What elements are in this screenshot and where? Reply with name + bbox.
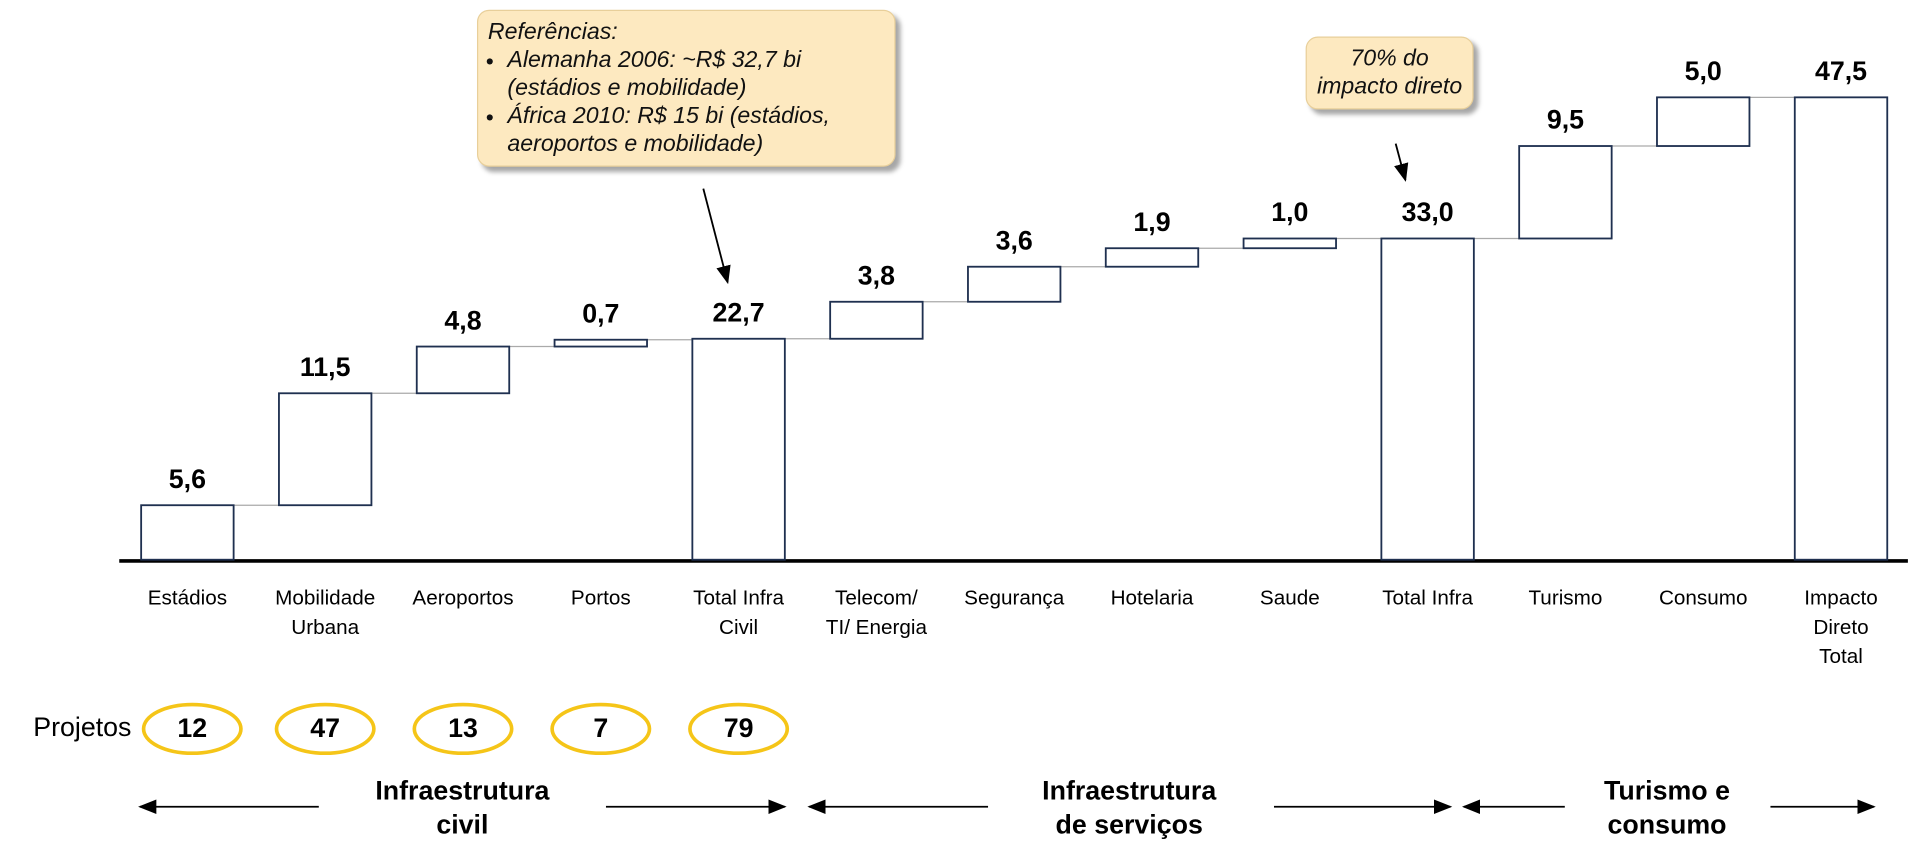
x-tick-label: Telecom/ TI/ Energia bbox=[825, 586, 927, 639]
value-label: 11,5 bbox=[300, 352, 351, 382]
project-count: 47 bbox=[310, 713, 340, 743]
projects-label: Projetos bbox=[33, 712, 131, 742]
reference-list: Alemanha 2006: ~R$ 32,7 bi (estádios e m… bbox=[488, 46, 885, 158]
bar bbox=[1380, 237, 1475, 561]
project-count: 12 bbox=[177, 713, 207, 743]
callout-arrow bbox=[1394, 143, 1409, 182]
x-tick-label: Portos bbox=[570, 586, 631, 610]
bar bbox=[415, 345, 511, 395]
value-label: 1,0 bbox=[1271, 197, 1308, 227]
value-label: 5,6 bbox=[169, 464, 206, 494]
bar bbox=[1793, 96, 1889, 561]
reference-item: Alemanha 2006: ~R$ 32,7 bi (estádios e m… bbox=[507, 46, 884, 102]
project-count: 13 bbox=[448, 713, 478, 743]
x-tick-label: Total Infra Civil bbox=[693, 586, 785, 639]
value-label: 1,9 bbox=[1133, 207, 1170, 237]
bar bbox=[278, 392, 373, 507]
x-tick-label: Aeroportos bbox=[412, 586, 514, 610]
value-label: 4,8 bbox=[444, 305, 481, 335]
callout-arrow bbox=[702, 188, 731, 285]
x-tick-label: Saude bbox=[1259, 586, 1320, 610]
reference-box: Referências: Alemanha 2006: ~R$ 32,7 bi … bbox=[476, 9, 896, 167]
group-label: Turismo e consumo bbox=[1604, 775, 1730, 840]
x-tick-label: Mobilidade Urbana bbox=[275, 586, 376, 639]
value-label: 9,5 bbox=[1547, 105, 1584, 135]
value-label: 33,0 bbox=[1402, 197, 1454, 227]
group-label: Infraestrutura de serviços bbox=[1042, 775, 1217, 840]
reference-title: Referências: bbox=[487, 19, 618, 46]
x-tick-label: Total Infra bbox=[1382, 586, 1474, 610]
bar bbox=[1656, 96, 1751, 147]
project-count: 79 bbox=[724, 713, 754, 743]
x-tick-label: Impacto Direto Total bbox=[1804, 586, 1878, 669]
value-label: 47,5 bbox=[1815, 56, 1867, 86]
x-tick-label: Hotelaria bbox=[1110, 586, 1194, 610]
value-label: 0,7 bbox=[582, 298, 619, 328]
impact-note: 70% do impacto direto bbox=[1305, 36, 1474, 110]
x-tick-label: Segurança bbox=[964, 586, 1065, 610]
bar bbox=[1104, 247, 1200, 268]
project-oval bbox=[412, 702, 514, 756]
x-tick-label: Turismo bbox=[1528, 586, 1603, 610]
project-oval bbox=[141, 702, 243, 756]
value-label: 5,0 bbox=[1685, 56, 1722, 86]
bar bbox=[829, 300, 924, 340]
reference-item: África 2010: R$ 15 bi (estádios, aeropor… bbox=[507, 102, 884, 158]
group-label: Infraestrutura civil bbox=[375, 775, 550, 840]
project-oval bbox=[550, 702, 652, 756]
x-tick-label: Estádios bbox=[147, 586, 228, 610]
project-oval bbox=[274, 702, 376, 756]
bar bbox=[967, 265, 1062, 303]
bar bbox=[1242, 237, 1337, 250]
value-label: 3,8 bbox=[858, 260, 895, 290]
value-label: 22,7 bbox=[713, 297, 765, 327]
bar bbox=[140, 504, 235, 561]
bar bbox=[691, 337, 786, 561]
x-tick-label: Consumo bbox=[1658, 586, 1748, 610]
project-oval bbox=[688, 702, 790, 756]
bar bbox=[1518, 145, 1613, 240]
value-label: 3,6 bbox=[996, 225, 1033, 255]
bar bbox=[553, 338, 648, 348]
project-count: 7 bbox=[593, 713, 608, 743]
